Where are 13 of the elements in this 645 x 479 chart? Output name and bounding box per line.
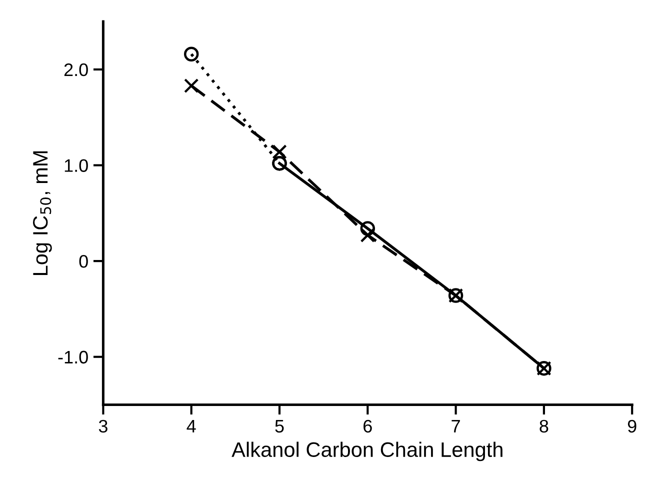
x-tick-label: 9 <box>628 420 636 433</box>
x-tick-label: 7 <box>452 420 460 432</box>
x-tick-label: 3 <box>98 420 108 433</box>
x-tick-label: 6 <box>364 420 372 433</box>
y-tick-label: 2.0 <box>64 63 88 76</box>
y-tick-label: 1.0 <box>64 159 88 172</box>
x-tick-label: 4 <box>186 420 196 432</box>
y-tick-label: 0 <box>79 254 88 268</box>
y-axis-title: Log IC$_{50}$, mM <box>32 151 52 275</box>
x-axis-title: Alkanol Carbon Chain Length <box>232 442 502 462</box>
y-tick-label: -1.0 <box>58 350 88 364</box>
x-tick-label: 5 <box>275 420 284 433</box>
x-tick-label: 8 <box>540 420 548 433</box>
